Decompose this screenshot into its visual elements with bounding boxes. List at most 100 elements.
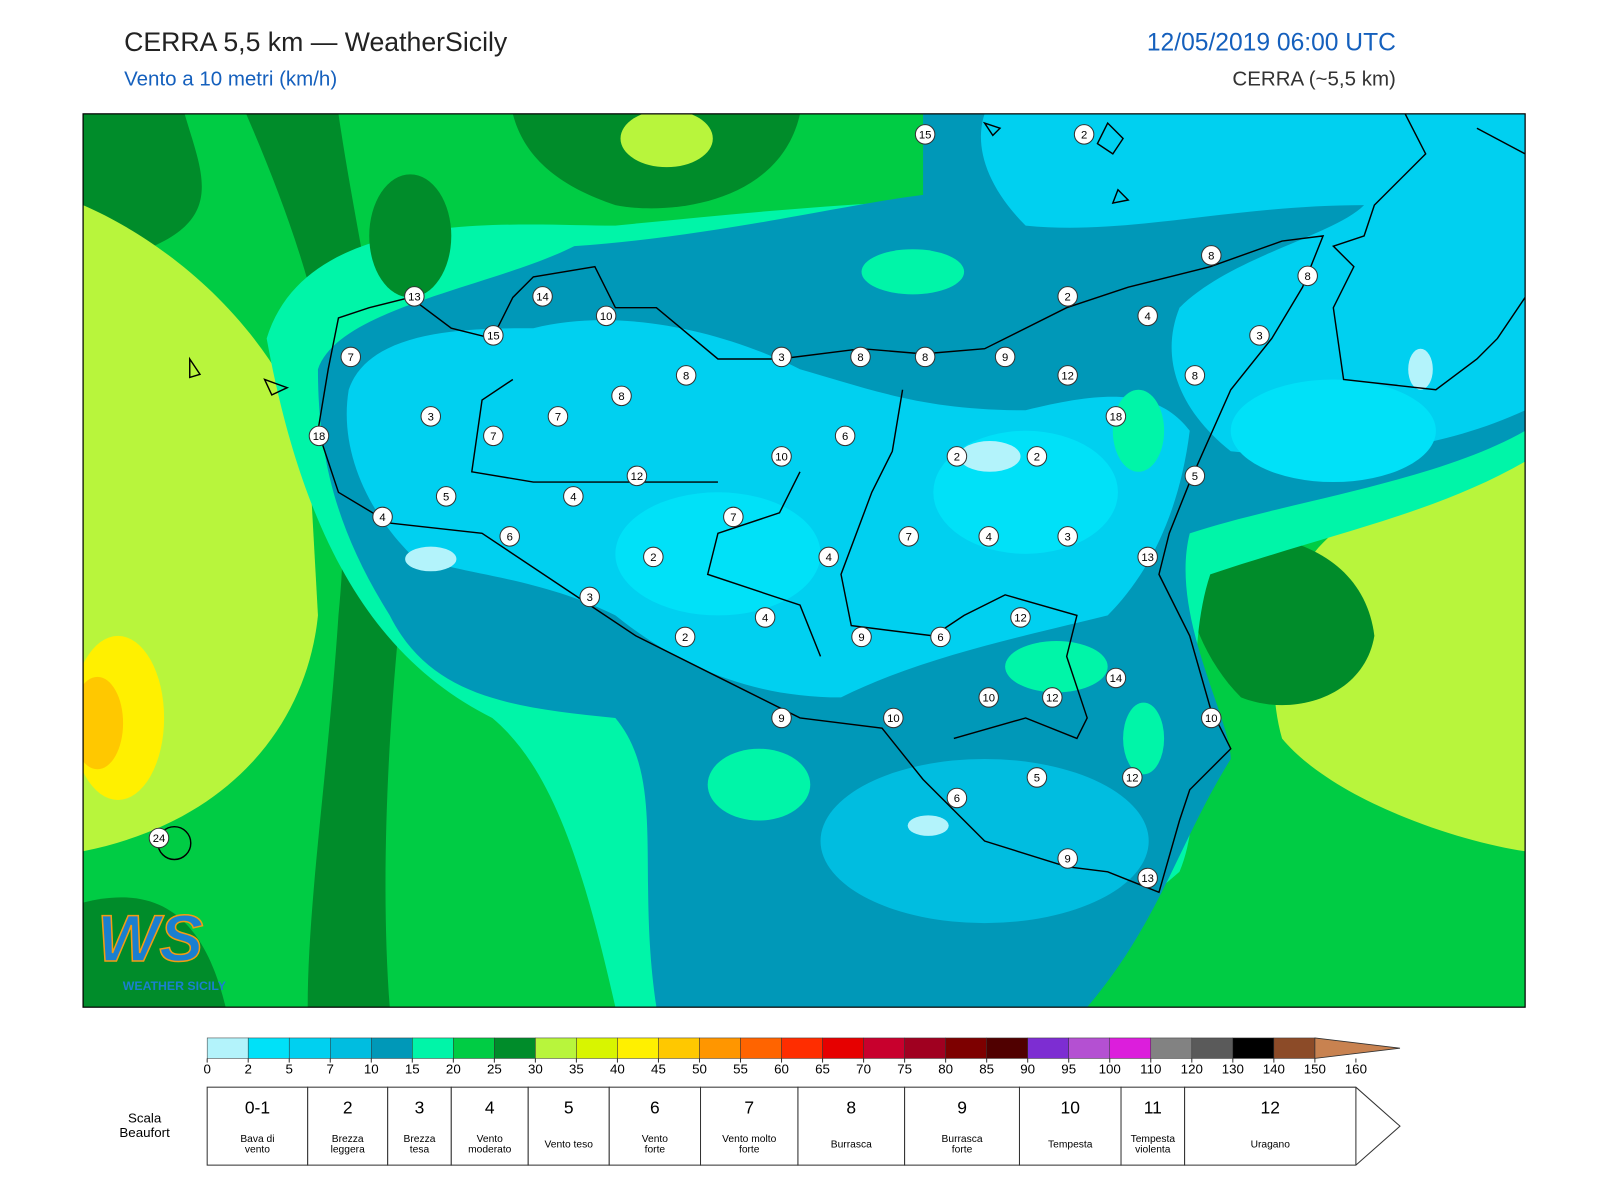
- field-band: [1179, 531, 1375, 706]
- colorbar-tick-label: 120: [1181, 1061, 1203, 1076]
- beaufort-force: 10: [1061, 1097, 1081, 1117]
- colorbar-tick-label: 75: [897, 1061, 912, 1076]
- station-value: 2: [1065, 291, 1071, 303]
- station-marker: [1184, 365, 1206, 386]
- station-marker: [771, 346, 792, 368]
- station-value: 3: [778, 352, 784, 364]
- colorbar-tick-label: 85: [979, 1061, 994, 1076]
- colorbar-arrow: [1314, 1037, 1401, 1059]
- colorbar-segment: [1068, 1037, 1110, 1059]
- station-value: 8: [857, 352, 863, 364]
- station-value: 8: [1192, 370, 1198, 382]
- station-value: 3: [1065, 531, 1071, 543]
- colorbar-segment: [494, 1037, 536, 1059]
- beaufort-title: Scala: [128, 1110, 162, 1125]
- station-marker: [1105, 667, 1127, 689]
- beaufort-desc: Vento teso: [544, 1139, 593, 1150]
- station-marker: [611, 385, 632, 407]
- station-marker: [834, 425, 856, 447]
- station-marker: [1249, 325, 1270, 346]
- colorbar-tick-label: 55: [733, 1061, 748, 1076]
- station-value: 7: [555, 411, 561, 423]
- station-marker: [1026, 446, 1048, 467]
- colorbar-segment: [453, 1037, 495, 1059]
- station-value: 18: [1110, 411, 1123, 423]
- subtitle: Vento a 10 metri (km/h): [124, 67, 337, 90]
- station-value: 7: [348, 352, 354, 364]
- station-value: 8: [683, 370, 689, 382]
- station-marker: [579, 586, 600, 608]
- beaufort-box: [307, 1086, 389, 1166]
- beaufort-force: 2: [343, 1097, 353, 1117]
- field-band: [83, 897, 226, 1008]
- station-value: 10: [775, 451, 788, 463]
- station-value: 2: [1081, 129, 1087, 141]
- station-marker: [1010, 607, 1031, 628]
- colorbar-segment: [1232, 1037, 1275, 1059]
- colorbar: 0 2 5 7 10 15 20 25 30 35 40 45 50 55 60 65 70 75 80 85 90 95…: [203, 1037, 1401, 1076]
- beaufort-desc: Bava di: [240, 1134, 274, 1145]
- station-value: 5: [443, 491, 449, 503]
- colorbar-tick-label: 160: [1345, 1061, 1367, 1076]
- station-value: 9: [778, 713, 784, 725]
- beaufort-desc: Uragano: [1251, 1139, 1291, 1150]
- station-marker: [1057, 365, 1078, 386]
- colorbar-tick-label: 35: [569, 1061, 584, 1076]
- colorbar-segment: [1273, 1037, 1316, 1059]
- station-value: 9: [1002, 352, 1008, 364]
- colorbar-segment: [1150, 1037, 1193, 1059]
- station-value: 6: [954, 793, 960, 805]
- beaufort-desc: Tempesta: [1131, 1134, 1176, 1145]
- station-value: 10: [887, 713, 900, 725]
- station-marker: [435, 486, 457, 507]
- beaufort-box: [387, 1086, 452, 1166]
- colorbar-tick-label: 90: [1020, 1061, 1035, 1076]
- colorbar-tick-label: 15: [405, 1061, 420, 1076]
- beaufort-desc: Tempesta: [1048, 1139, 1093, 1150]
- station-marker: [595, 305, 617, 327]
- station-value: 12: [1014, 612, 1027, 624]
- station-value: 2: [682, 632, 688, 644]
- colorbar-segment: [576, 1037, 618, 1059]
- colorbar-tick-label: 0: [203, 1061, 210, 1076]
- beaufort-desc: forte: [952, 1144, 973, 1155]
- beaufort-desc: forte: [739, 1144, 760, 1155]
- field-band: [861, 249, 965, 295]
- beaufort-desc: Brezza: [332, 1134, 364, 1145]
- station-value: 10: [1205, 713, 1218, 725]
- station-value: 3: [1256, 330, 1262, 342]
- colorbar-segment: [1109, 1037, 1152, 1059]
- station-marker: [643, 546, 664, 568]
- station-marker: [771, 707, 792, 729]
- station-marker: [1297, 265, 1318, 287]
- colorbar-segment: [288, 1037, 331, 1059]
- beaufort-desc: Vento: [642, 1134, 669, 1145]
- colorbar-segment: [206, 1037, 249, 1059]
- field-band: [707, 748, 811, 821]
- station-value: 12: [1061, 370, 1074, 382]
- beaufort-force: 11: [1144, 1097, 1162, 1117]
- beaufort-desc: Vento: [477, 1134, 504, 1145]
- beaufort-desc: Brezza: [404, 1134, 436, 1145]
- colorbar-tick-label: 70: [856, 1061, 871, 1076]
- colorbar-segment: [986, 1037, 1028, 1059]
- station-marker: [914, 124, 936, 145]
- station-marker: [1057, 526, 1078, 547]
- field-band: [369, 174, 452, 298]
- beaufort-title: Beaufort: [119, 1125, 170, 1140]
- colorbar-segment: [1027, 1037, 1069, 1059]
- station-marker: [547, 406, 569, 427]
- station-value: 4: [1145, 311, 1151, 323]
- beaufort-desc: Vento molto: [722, 1134, 776, 1145]
- beaufort-force: 8: [846, 1097, 856, 1117]
- colorbar-tick-label: 65: [815, 1061, 830, 1076]
- station-value: 8: [1305, 271, 1311, 283]
- station-marker: [754, 607, 776, 628]
- colorbar-tick-label: 40: [610, 1061, 625, 1076]
- coastline: [1332, 113, 1526, 391]
- colorbar-tick-label: 30: [528, 1061, 543, 1076]
- station-marker: [1122, 767, 1143, 788]
- coastline: [1476, 127, 1526, 155]
